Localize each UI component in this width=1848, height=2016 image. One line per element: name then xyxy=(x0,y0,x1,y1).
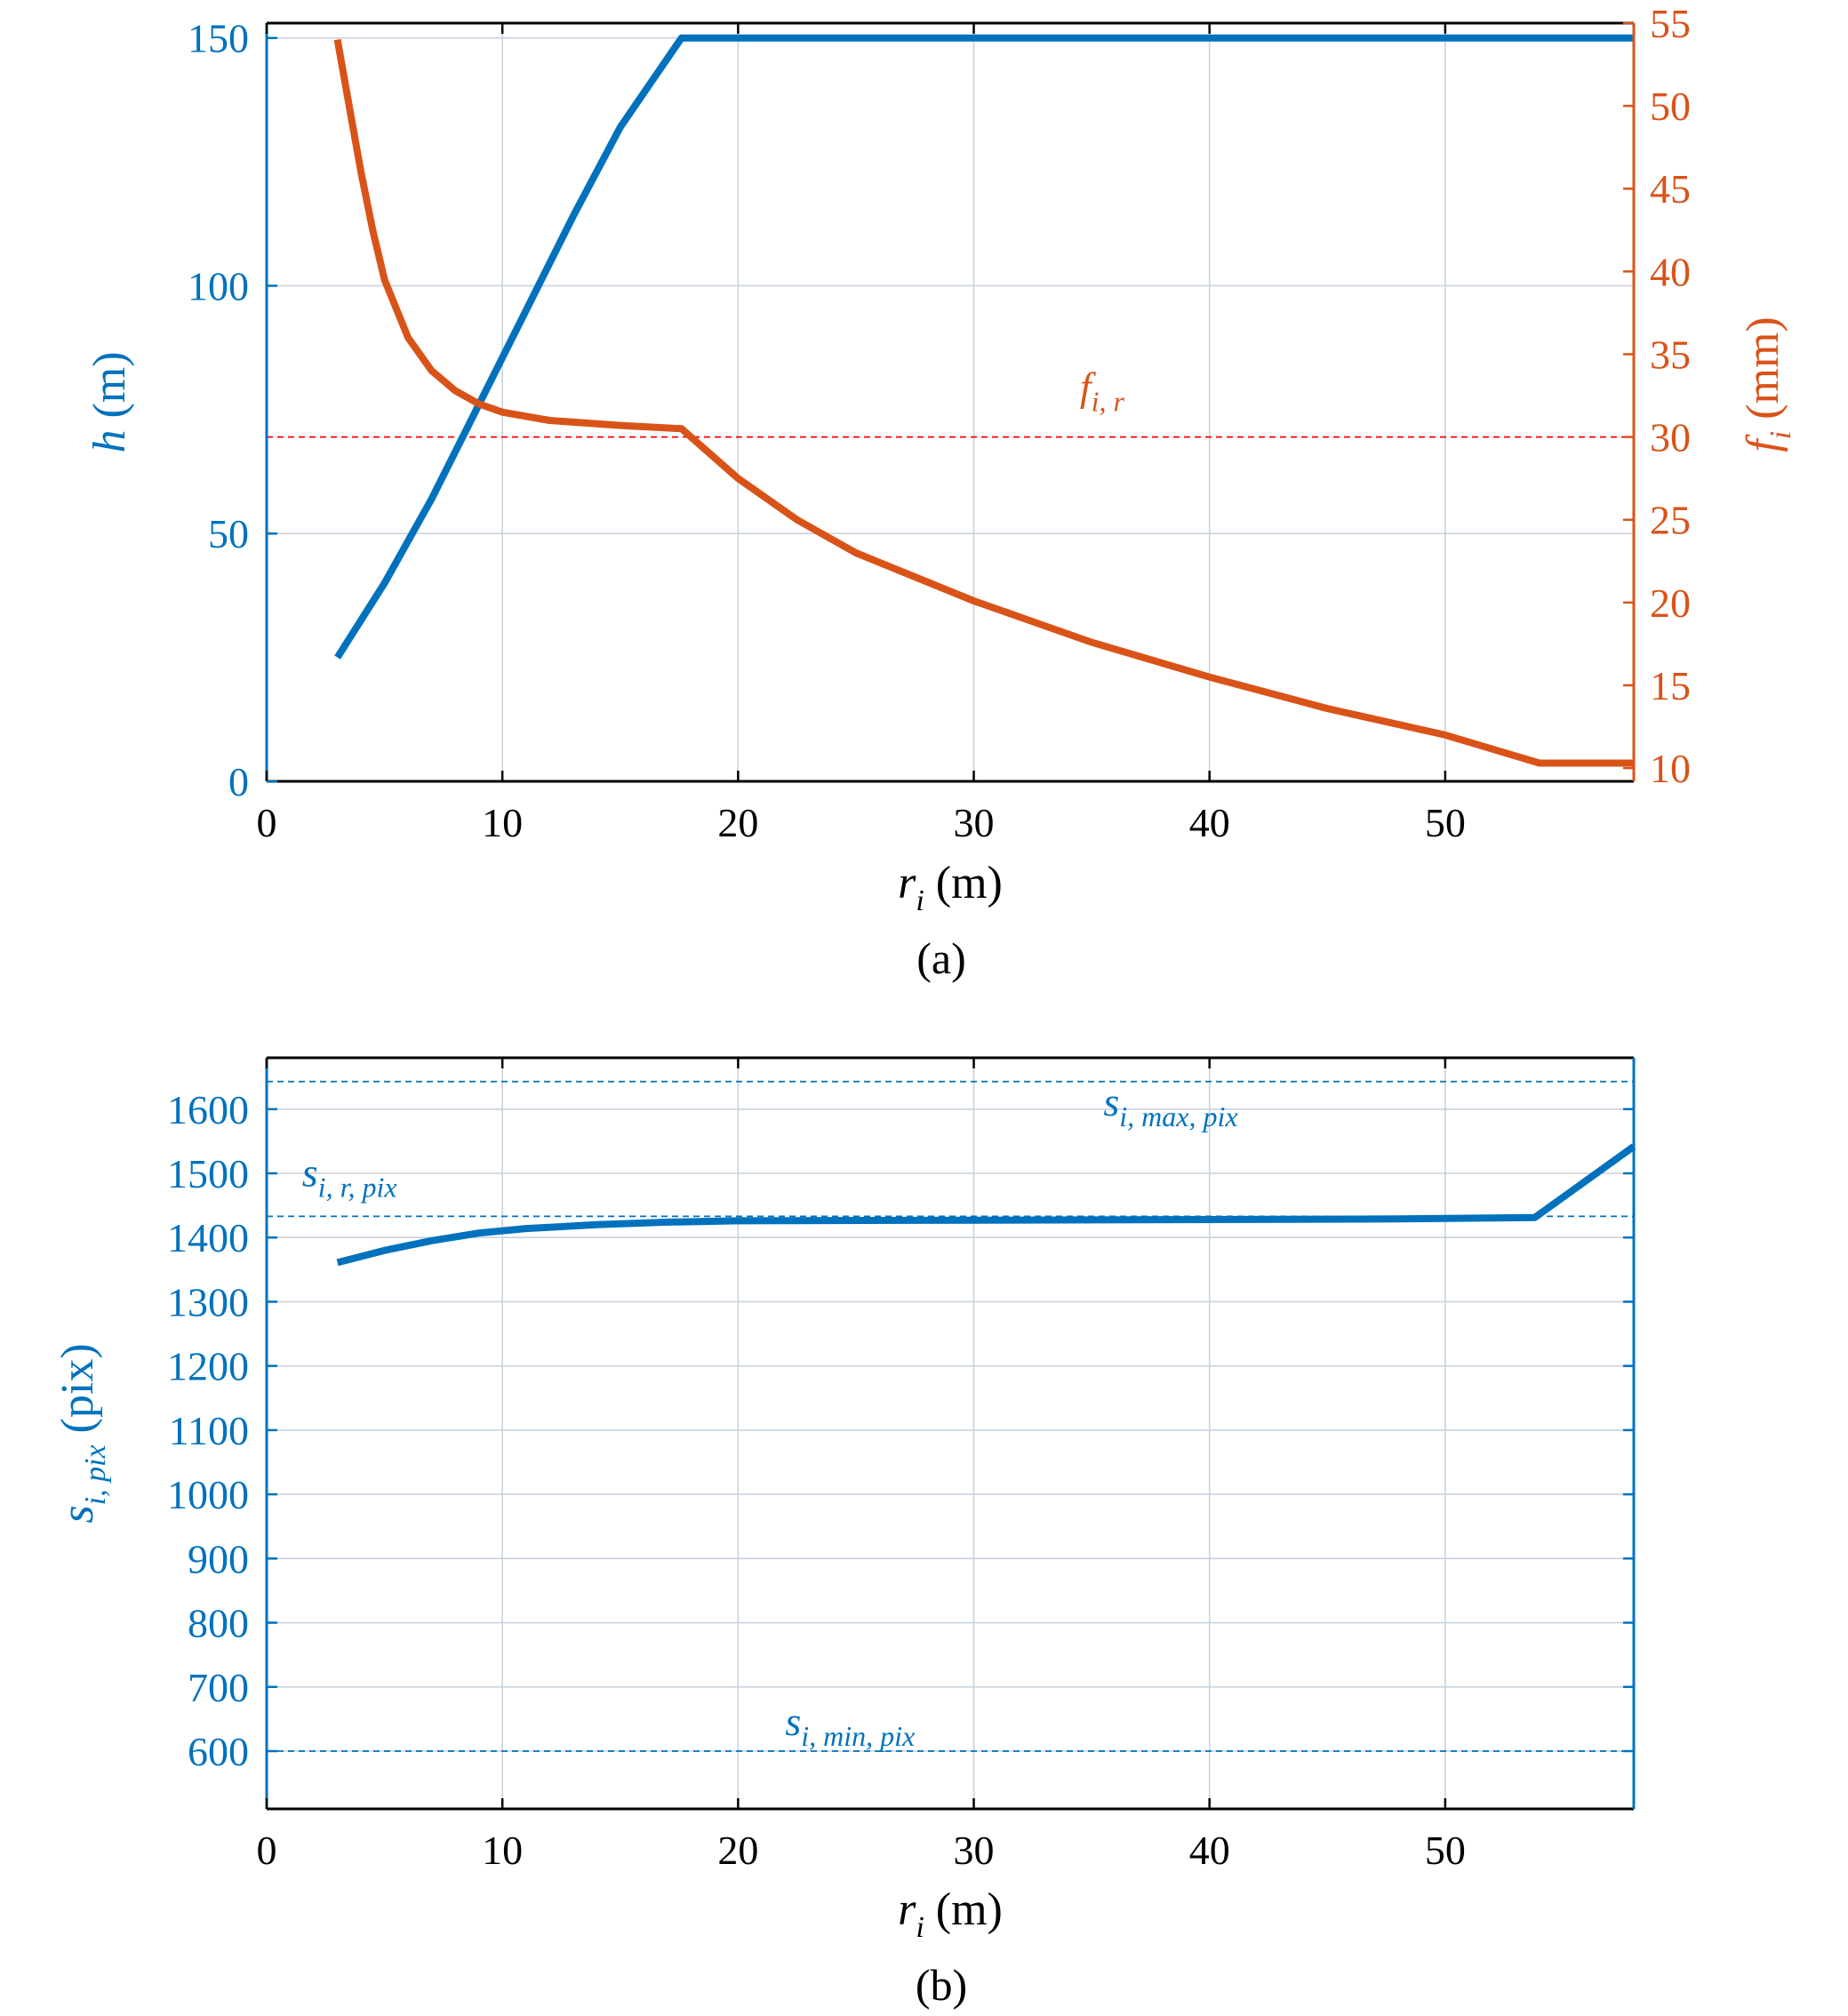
panel-b-annotation-2-subscript: i, min, pix xyxy=(801,1720,915,1752)
panel-b-series-left xyxy=(336,1143,1636,1267)
panel-a-y-tick-label-0: 0 xyxy=(228,759,249,804)
panel-b-y-tick-label-600: 600 xyxy=(188,1729,249,1774)
panel-b-x-tick-label-50: 50 xyxy=(1425,1828,1466,1873)
panel-a-y-right-tick-label-40: 40 xyxy=(1650,249,1691,294)
panel-b-x-tick-label-40: 40 xyxy=(1189,1828,1230,1873)
panel-a-x-tick-label-10: 10 xyxy=(482,800,523,845)
panel-a-y-right-axis-label-unit: (mm) xyxy=(1738,316,1788,431)
panel-a-x-tick-label-0: 0 xyxy=(257,800,277,845)
panel-a-y-axis-label-symbol: h xyxy=(84,430,135,453)
panel-b-x-tick-label-0: 0 xyxy=(257,1828,277,1873)
panel-a-y-right-tick-label-45: 45 xyxy=(1650,166,1691,212)
panel-b-x-tick-label-10: 10 xyxy=(482,1828,523,1873)
panel-b-x-tick-label-20: 20 xyxy=(717,1828,758,1873)
panel-b-y-tick-label-1500: 1500 xyxy=(167,1151,249,1196)
panel-a-y-right-tick-label-55: 55 xyxy=(1650,1,1691,46)
panel-b-annotation-0-subscript: i, max, pix xyxy=(1119,1100,1237,1132)
panel-b-y-tick-label-700: 700 xyxy=(188,1665,249,1710)
panel-b-y-tick-label-1400: 1400 xyxy=(167,1215,249,1260)
panel-a-x-tick-label-50: 50 xyxy=(1425,800,1466,845)
panel-b-y-tick-label-1600: 1600 xyxy=(167,1087,249,1132)
panel-b-x-axis-label-unit: (m) xyxy=(924,1884,1003,1935)
panel-b-x-tick-label-30: 30 xyxy=(954,1828,995,1873)
panel-a-series-left xyxy=(334,34,1634,660)
panel-b-annotation-1-subscript: i, r, pix xyxy=(318,1171,397,1203)
panel-a-y-right-axis-label-subscript: i xyxy=(1764,431,1797,439)
panel-a-y-right-tick-label-30: 30 xyxy=(1650,415,1691,460)
panel-b-x-axis-label-symbol: r xyxy=(898,1884,916,1935)
panel-a-series-right xyxy=(333,38,1634,767)
panel-b-y-axis-label: si, pix (pix) xyxy=(52,1343,112,1523)
panel-b-caption: (b) xyxy=(916,1960,967,2010)
panel-b: 0 10 20 30 40 50 600 700 800 900 1000 1100 1200 1300 1… xyxy=(52,1056,1636,2010)
panel-b-y-tick-label-900: 900 xyxy=(188,1536,249,1581)
panel-a-y-right-tick-label-20: 20 xyxy=(1650,580,1691,626)
panel-a-x-axis-label-symbol: r xyxy=(898,858,916,908)
panel-b-y-tick-label-1100: 1100 xyxy=(169,1408,249,1453)
panel-a-x-axis-label-subscript: i xyxy=(916,884,924,917)
panel-a-y-tick-label-100: 100 xyxy=(188,263,249,308)
panel-b-y-axis-label-unit: (pix) xyxy=(52,1343,103,1444)
panel-b-x-axis-label-subscript: i xyxy=(916,1911,924,1944)
panel-a-y-tick-label-150: 150 xyxy=(188,16,249,61)
panel-a-y-right-tick-label-10: 10 xyxy=(1650,746,1691,791)
panel-b-y-axis-label-symbol: s xyxy=(52,1505,103,1523)
panel-a: 0 10 20 30 40 50 0 50 100 150 10 15 20 25 30 35 40 45 50 55… xyxy=(84,1,1797,983)
panel-a-y-tick-label-50: 50 xyxy=(208,511,249,556)
panel-b-y-tick-label-1300: 1300 xyxy=(167,1279,249,1324)
panel-a-caption: (a) xyxy=(916,933,966,983)
panel-a-y-right-axis-label: fi (mm) xyxy=(1738,316,1797,452)
panel-b-y-tick-label-1200: 1200 xyxy=(167,1344,249,1389)
panel-b-annotation-2: si, min, pix xyxy=(785,1699,915,1752)
panel-a-x-tick-label-30: 30 xyxy=(954,800,995,845)
panel-a-y-right-tick-label-50: 50 xyxy=(1650,84,1691,129)
panel-a-x-axis-label-unit: (m) xyxy=(924,858,1003,908)
panel-b-annotation-1-symbol: s xyxy=(302,1149,318,1195)
panel-b-annotation-1: si, r, pix xyxy=(302,1149,397,1203)
panel-a-annotation-0-subscript: i, r xyxy=(1092,386,1125,418)
panel-b-x-axis-label: ri (m) xyxy=(898,1884,1003,1944)
panel-b-y-axis-label-subscript: i, pix xyxy=(79,1444,112,1505)
panel-a-x-axis-label: ri (m) xyxy=(898,858,1003,917)
panel-b-y-tick-label-800: 800 xyxy=(188,1601,249,1646)
panel-a-y-right-tick-label-25: 25 xyxy=(1650,498,1691,543)
panel-a-x-tick-label-40: 40 xyxy=(1189,800,1230,845)
panel-a-annotation-0: fi, r xyxy=(1080,364,1125,418)
panel-a-x-tick-label-20: 20 xyxy=(717,800,758,845)
panel-a-y-axis-label: h (m) xyxy=(84,351,135,452)
panel-b-annotation-0-symbol: s xyxy=(1103,1079,1119,1124)
panel-b-annotation-2-symbol: s xyxy=(785,1699,801,1744)
panel-a-y-right-tick-label-15: 15 xyxy=(1650,663,1691,708)
panel-b-annotation-0: si, max, pix xyxy=(1103,1079,1237,1132)
panel-b-y-tick-label-1000: 1000 xyxy=(167,1472,249,1517)
panel-a-y-axis-label-unit: (m) xyxy=(84,351,135,429)
panel-a-y-right-tick-label-35: 35 xyxy=(1650,332,1691,377)
